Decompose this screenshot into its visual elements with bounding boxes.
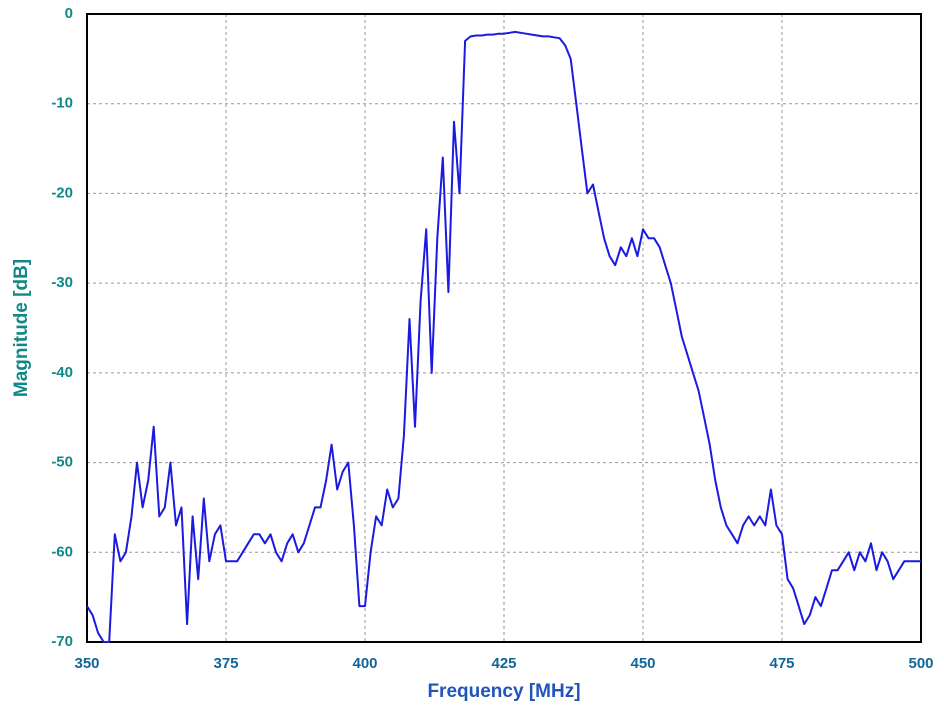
y-tick-label: -10 bbox=[51, 95, 73, 112]
y-tick-label: -70 bbox=[51, 633, 73, 650]
x-tick-label: 450 bbox=[630, 655, 655, 672]
y-axis-label: Magnitude [dB] bbox=[11, 259, 32, 397]
x-tick-label: 425 bbox=[491, 655, 516, 672]
x-tick-label: 400 bbox=[352, 655, 377, 672]
x-tick-label: 350 bbox=[74, 655, 99, 672]
y-tick-label: -50 bbox=[51, 454, 73, 471]
x-tick-label: 500 bbox=[908, 655, 933, 672]
y-tick-label: -60 bbox=[51, 543, 73, 560]
x-tick-label: 375 bbox=[213, 655, 238, 672]
x-axis-label: Frequency [MHz] bbox=[427, 681, 580, 702]
y-tick-label: 0 bbox=[65, 5, 73, 22]
data-line bbox=[86, 30, 921, 643]
y-tick-label: -20 bbox=[51, 184, 73, 201]
plot-frame bbox=[86, 13, 922, 643]
y-tick-label: -40 bbox=[51, 364, 73, 381]
y-tick-label: -30 bbox=[51, 274, 73, 291]
x-tick-label: 475 bbox=[769, 655, 794, 672]
